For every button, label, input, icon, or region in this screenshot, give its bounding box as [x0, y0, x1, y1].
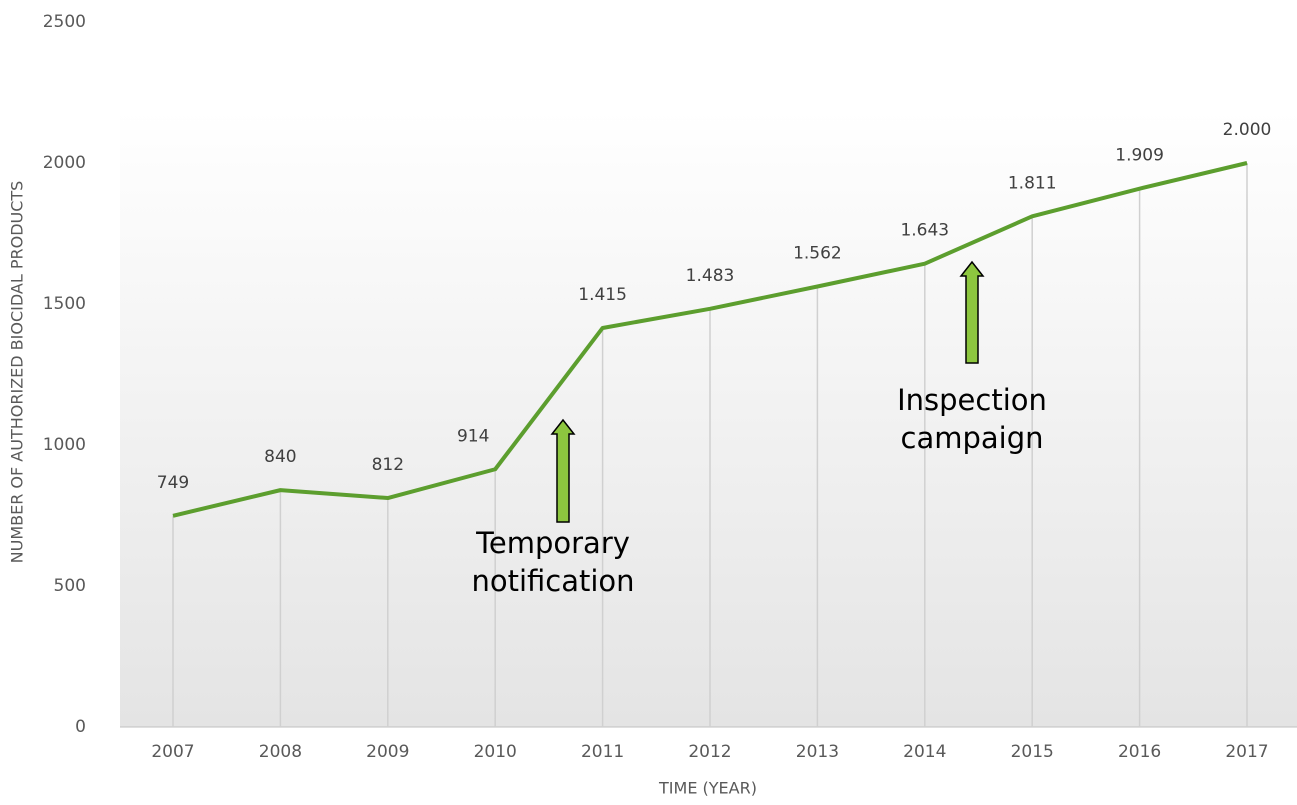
x-tick-label: 2017	[1225, 742, 1268, 762]
x-tick-label: 2011	[581, 742, 624, 762]
y-tick-label: 1000	[43, 435, 86, 455]
y-tick-label: 500	[54, 576, 86, 596]
plot-background	[120, 110, 1297, 727]
annotation-text: Temporary	[475, 526, 630, 560]
data-label: 1.415	[578, 285, 627, 305]
x-tick-label: 2009	[366, 742, 409, 762]
data-label: 749	[157, 473, 189, 493]
x-tick-label: 2007	[151, 742, 194, 762]
x-tick-label: 2016	[1118, 742, 1161, 762]
x-tick-label: 2010	[474, 742, 517, 762]
x-tick-label: 2015	[1011, 742, 1054, 762]
annotation-text: campaign	[901, 421, 1044, 455]
data-label: 1.811	[1008, 173, 1057, 193]
series-line	[172, 161, 1248, 518]
x-tick-label: 2008	[259, 742, 302, 762]
data-label: 1.483	[686, 266, 735, 286]
x-tick-label: 2013	[796, 742, 839, 762]
annotation-text: Inspection	[897, 383, 1047, 417]
y-tick-label: 0	[75, 717, 86, 737]
y-axis-label: NUMBER OF AUTHORIZED BIOCIDAL PRODUCTS	[8, 181, 27, 564]
data-label: 2.000	[1223, 120, 1272, 140]
y-tick-label: 1500	[43, 294, 86, 314]
x-axis-label: TIME (YEAR)	[658, 779, 757, 798]
y-tick-label: 2000	[43, 153, 86, 173]
y-tick-label: 2500	[43, 12, 86, 32]
annotation-arrow	[550, 418, 576, 523]
data-label: 1.643	[900, 221, 949, 241]
data-label: 914	[457, 426, 489, 446]
x-tick-label: 2014	[903, 742, 946, 762]
data-label: 1.909	[1115, 146, 1164, 166]
data-label: 1.562	[793, 244, 842, 264]
annotation-text: notification	[471, 564, 634, 598]
x-tick-label: 2012	[688, 742, 731, 762]
data-label: 812	[372, 455, 404, 475]
data-label: 840	[264, 447, 296, 467]
annotation-arrow	[959, 260, 985, 364]
